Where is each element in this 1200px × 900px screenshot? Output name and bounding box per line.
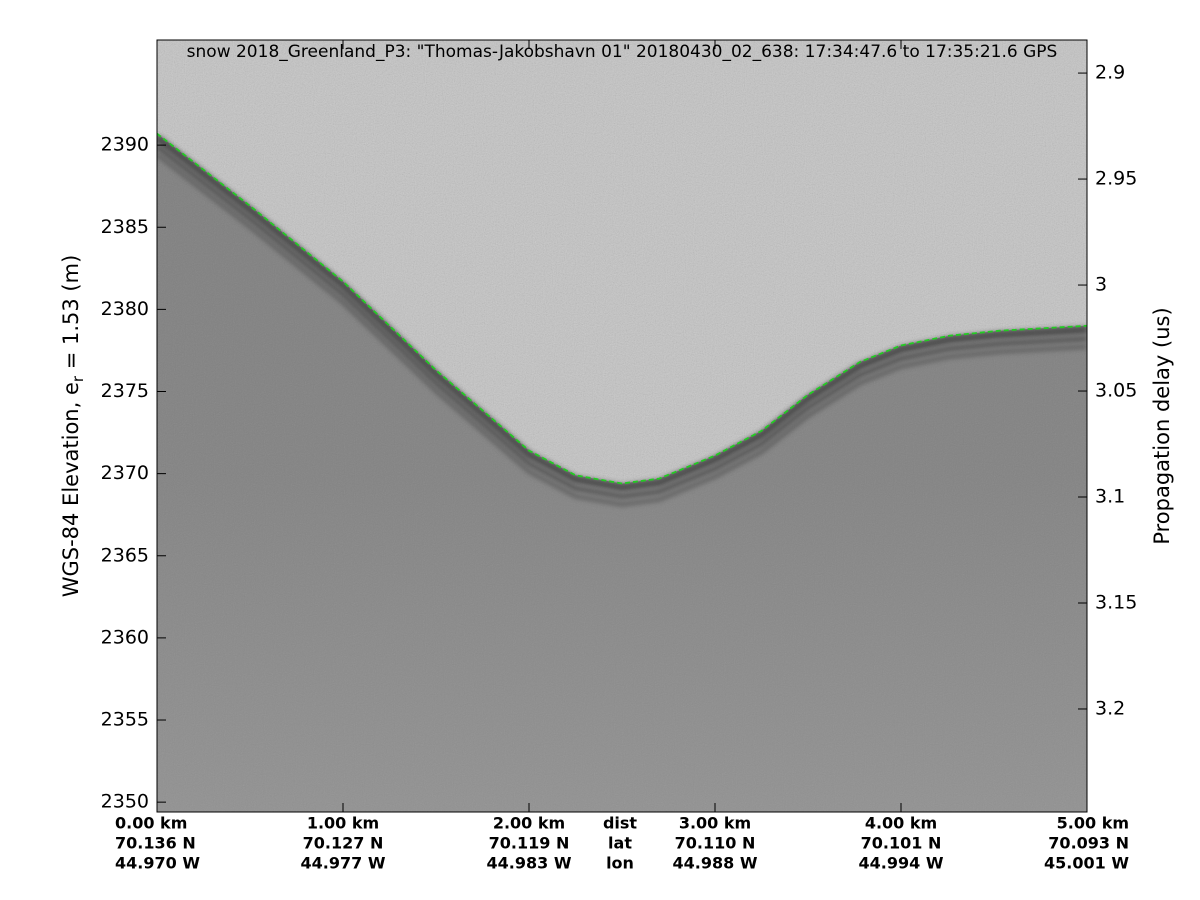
y2-axis-label: Propagation delay (us) — [1150, 307, 1174, 544]
plot-area — [157, 40, 1087, 812]
row-label: lat — [608, 834, 632, 853]
y2-tick-label: 3.2 — [1095, 697, 1125, 719]
x-tick-label: 0.00 km — [115, 814, 187, 833]
x-tick-label: 5.00 km — [1057, 814, 1129, 833]
surface-line — [157, 132, 1087, 485]
layer-band — [157, 134, 1087, 492]
lon-label: 44.970 W — [115, 854, 200, 873]
layer-band — [157, 153, 1087, 507]
lon-label: 44.983 W — [487, 854, 572, 873]
x-tick-label: 3.00 km — [679, 814, 751, 833]
x-tick-label: 2.00 km — [493, 814, 565, 833]
y-tick-label: 2365 — [101, 544, 149, 566]
lon-label: 44.988 W — [673, 854, 758, 873]
lat-label: 70.101 N — [861, 834, 942, 853]
x-tick-label: 1.00 km — [307, 814, 379, 833]
lon-label: 44.994 W — [859, 854, 944, 873]
lon-label: 44.977 W — [301, 854, 386, 873]
lat-label: 70.110 N — [675, 834, 756, 853]
lat-label: 70.093 N — [1048, 834, 1129, 853]
lat-label: 70.127 N — [303, 834, 384, 853]
y2-tick-label: 3.05 — [1095, 380, 1137, 402]
y2-tick-label: 3 — [1095, 274, 1107, 296]
y-tick-label: 2380 — [101, 298, 149, 320]
y2-tick-label: 3.1 — [1095, 486, 1125, 508]
y-tick-label: 2360 — [101, 626, 149, 648]
axes-box — [156, 39, 1088, 813]
y2-tick-label: 2.9 — [1095, 62, 1125, 84]
x-tick-label: 4.00 km — [865, 814, 937, 833]
y-axis-label: WGS-84 Elevation, er = 1.53 (m) — [59, 255, 87, 598]
row-label: dist — [603, 814, 637, 833]
y-label-sub: r — [69, 375, 87, 382]
y-tick-label: 2375 — [101, 380, 149, 402]
y-tick-label: 2370 — [101, 462, 149, 484]
lat-label: 70.136 N — [115, 834, 196, 853]
y-tick-label: 2390 — [101, 134, 149, 156]
y-label-rest: = 1.53 (m) — [59, 255, 83, 376]
y2-tick-label: 2.95 — [1095, 168, 1137, 190]
y-tick-label: 2385 — [101, 216, 149, 238]
lat-label: 70.119 N — [489, 834, 570, 853]
row-label: lon — [606, 854, 634, 873]
layer-band — [157, 144, 1087, 500]
y2-tick-label: 3.15 — [1095, 591, 1137, 613]
lon-label: 45.001 W — [1044, 854, 1129, 873]
y-tick-label: 2355 — [101, 709, 149, 731]
echogram-noise-lower — [157, 40, 1087, 812]
chart-title: snow 2018_Greenland_P3: "Thomas-Jakobsha… — [187, 42, 1058, 62]
y-label-main: WGS-84 Elevation, e — [59, 382, 83, 597]
y-tick-label: 2350 — [101, 791, 149, 813]
